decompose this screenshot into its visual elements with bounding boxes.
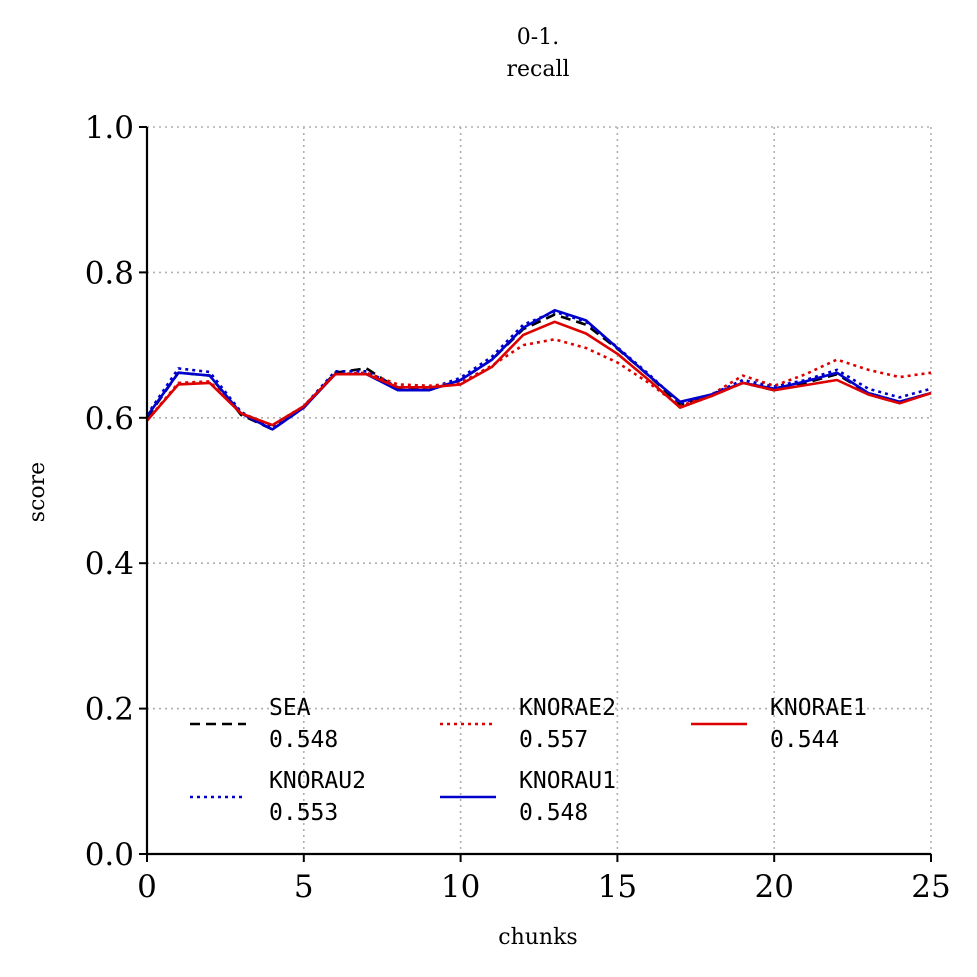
legend-score: 0.544: [770, 727, 839, 753]
y-tick-label: 0.2: [85, 692, 134, 728]
chart-subtitle: recall: [506, 57, 569, 82]
y-tick-label: 0.4: [85, 546, 134, 582]
y-tick-label: 0.6: [85, 401, 134, 437]
tick-labels: 0 5 10 15 20 25 0.0 0.2 0.4 0.6 0.8 1.0: [85, 110, 951, 905]
x-tick-label: 5: [294, 869, 314, 905]
x-tick-label: 10: [441, 869, 480, 905]
series-line-knorae2: [146, 337, 932, 427]
legend-label: KNORAE1: [770, 695, 867, 721]
legend-score: 0.548: [519, 800, 588, 826]
legend-score: 0.548: [269, 727, 338, 753]
x-tick-label: 20: [754, 869, 793, 905]
x-tick-label: 15: [598, 869, 637, 905]
legend-label: KNORAU1: [519, 768, 616, 794]
y-tick-label: 1.0: [85, 110, 134, 146]
y-tick-label: 0.0: [85, 837, 134, 873]
x-tick-label: 0: [137, 869, 157, 905]
y-axis-label: score: [25, 462, 50, 522]
series-line-knorau1: [145, 308, 932, 431]
series-lines: [145, 308, 932, 431]
axes: [139, 126, 932, 862]
legend-score: 0.553: [269, 800, 338, 826]
x-axis-label: chunks: [498, 925, 577, 950]
chart-title: 0-1.: [517, 25, 559, 50]
x-tick-label: 25: [911, 869, 950, 905]
legend-label: KNORAU2: [269, 768, 366, 794]
legend: SEA 0.548 KNORAU2 0.553 KNORAE2 0.557 KNORAU1 0…: [190, 695, 867, 826]
legend-label: KNORAE2: [519, 695, 616, 721]
legend-label: SEA: [269, 695, 311, 721]
series-line-knorae1: [146, 320, 932, 427]
y-tick-label: 0.8: [85, 255, 134, 291]
series-line-sea: [145, 313, 932, 431]
legend-score: 0.557: [519, 727, 588, 753]
